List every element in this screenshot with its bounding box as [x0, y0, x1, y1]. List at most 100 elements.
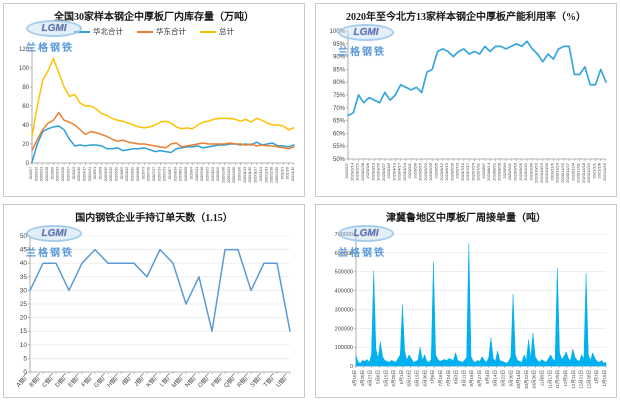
chart-panel-order-days: 国内钢铁企业手持订单天数（1.15） LGMI 兰格钢铁 0 5 10 15 20 25 3…	[3, 204, 305, 398]
x-tick-label: 2020/10/30	[232, 167, 236, 183]
x-tick-label: 11月25日	[555, 370, 561, 389]
x-tick-label: 2021/1/8	[597, 162, 602, 178]
x-tick-label: 1月15日	[602, 370, 608, 387]
x-tick-label: 2020/7/3	[455, 162, 460, 178]
x-tick-label: 2020/7/17	[465, 162, 470, 181]
y-tick-label: 35	[20, 274, 28, 281]
y-tick-label: 200000	[335, 326, 353, 332]
x-tick-label: 2020/10/2	[211, 167, 215, 181]
x-tick-label: 5月15日	[383, 370, 389, 387]
x-tick-label: 7月24日	[446, 370, 452, 387]
y-tick-label: 55%	[333, 144, 346, 150]
gridlines	[356, 233, 606, 348]
y-tick-label: 80%	[333, 80, 346, 86]
x-tick-label: 2020/7/10	[147, 167, 151, 181]
chart-title-capacity-utilization: 2020年至今北方13家样本钢企中厚板产能利用率（%）	[346, 12, 586, 23]
x-tick-label: 2020/6/5	[434, 162, 439, 178]
x-tick-label: 2020/8/7	[168, 167, 172, 180]
y-tick-label: 500000	[335, 270, 353, 276]
x-tick-label: 8月3日	[454, 370, 460, 384]
y-axis-labels: 0 100000 200000 300000 400000 500000 600000 700…	[335, 232, 353, 370]
x-tick-label: 2020/6/12	[125, 167, 129, 181]
x-tick-label: 2021/1/8	[286, 167, 290, 180]
x-tick-label: 2020/3/13	[370, 162, 375, 181]
x-tick-label: 2020/9/11	[195, 167, 199, 181]
y-axis-labels: 0 5 10 15 20 25 30 35 40 45 50	[20, 233, 28, 376]
x-tick-label: 2020/11/20	[248, 167, 252, 183]
chart-title-weekly-orders: 津冀鲁地区中厚板厂周接单量（吨）	[386, 213, 546, 224]
y-tick-label: 30	[20, 287, 28, 294]
x-tick-label: 2020/5/22	[423, 162, 428, 181]
axes	[28, 235, 291, 374]
x-tick-label: 2020/4/3	[72, 167, 76, 180]
x-tick-label: 2020/3/20	[376, 162, 381, 181]
y-tick-label: 300000	[335, 307, 353, 313]
x-tick-label: 9月14日	[493, 370, 499, 387]
y-tick-label: 10	[20, 342, 28, 349]
x-tick-label: 2020/12/25	[275, 167, 279, 183]
y-axis-labels: 50% 55% 60% 65% 70% 75% 80% 85% 90% 95% 100%	[330, 29, 346, 163]
x-tick-label: 2020/8/7	[481, 162, 486, 178]
x-tick-label: 9月4日	[485, 370, 491, 384]
series-line-手持订单天数	[29, 248, 291, 332]
x-tick-label: C钢厂	[40, 372, 57, 389]
x-tick-label: 6月19日	[415, 370, 421, 387]
x-tick-label: 2020/2/21	[40, 167, 44, 181]
x-tick-label: 2020/10/30	[544, 162, 549, 183]
x-tick-label: 2020/5/1	[407, 162, 412, 178]
y-tick-label: 400000	[335, 289, 353, 295]
x-tick-label: 2020/9/4	[502, 162, 507, 178]
series-line-产能利用率	[347, 40, 607, 117]
chart-panel-inventory: 全国30家样本钢企中厚板厂内库存量（万吨） 华北合计 华东合计 总计 LGMI …	[3, 3, 305, 197]
x-tick-label: 2020/2/28	[360, 162, 365, 181]
x-tick-label: 2020/9/18	[512, 162, 517, 181]
x-axis-labels: 4月10日 4月20日 4月27日 5月6日 5月15日 5月25日 6月1日 6月10日 6月…	[352, 370, 608, 389]
x-tick-label: 2020/4/10	[391, 162, 396, 181]
x-tick-label: 2020/11/13	[555, 162, 560, 182]
x-tick-label: 2020/4/17	[397, 162, 402, 181]
x-tick-label: Q钢厂	[222, 372, 239, 389]
series-area-周接单量	[355, 243, 607, 367]
x-tick-label: 2020/3/27	[381, 162, 386, 181]
y-tick-label: 600000	[335, 251, 353, 257]
x-tick-label: 2020/11/6	[549, 162, 554, 180]
x-tick-label: 10月14日	[516, 370, 522, 389]
x-tick-label: 2020/7/10	[460, 162, 465, 181]
y-tick-label: 85%	[333, 67, 346, 73]
y-tick-label: 25	[20, 301, 28, 308]
x-tick-label: 2020/6/12	[439, 162, 444, 181]
axes	[354, 233, 607, 368]
x-tick-label: I钢厂	[120, 372, 135, 387]
x-tick-label: 9月30日	[508, 370, 514, 387]
y-tick-label: 5	[23, 355, 27, 362]
x-tick-label: 2021/1/1	[280, 167, 284, 180]
x-tick-label: 2020/7/31	[476, 162, 481, 181]
x-tick-label: 2020/10/2	[523, 162, 528, 181]
x-tick-label: 2020/12/11	[576, 162, 581, 182]
y-tick-label: 15	[20, 328, 28, 335]
x-tick-label: 4月10日	[352, 370, 358, 387]
x-axis-labels: 2020/2/7 2020/2/14 2020/2/21 2020/2/28 2020/…	[29, 167, 295, 183]
x-tick-label: 2021/1/15	[602, 162, 607, 181]
x-tick-label: 2020/4/3	[386, 162, 391, 178]
y-tick-label: 50	[20, 233, 28, 240]
x-tick-label: 2020/9/25	[518, 162, 523, 181]
x-tick-label: 2020/6/26	[449, 162, 454, 181]
y-tick-label: 60%	[333, 131, 346, 137]
chart-canvas-order-days: 0 5 10 15 20 25 30 35 40 45 50 A钢厂B钢厂C钢厂D钢厂E钢厂F钢厂G钢…	[14, 233, 291, 390]
chart-title-order-days: 国内钢铁企业手持订单天数（1.15）	[75, 213, 233, 224]
x-tick-label: 2020/7/3	[141, 167, 145, 180]
y-tick-label: 20	[22, 142, 29, 148]
x-tick-label: 2020/4/10	[77, 167, 81, 181]
axes	[346, 30, 607, 161]
y-tick-label: 700000	[335, 232, 353, 238]
x-tick-label: 2020/5/29	[428, 162, 433, 181]
x-tick-label: 8月19日	[469, 370, 475, 387]
y-tick-label: 20	[20, 315, 28, 322]
series	[347, 40, 607, 117]
x-tick-label: 2020/6/19	[444, 162, 449, 181]
x-tick-label: 2020/12/25	[586, 162, 591, 183]
y-tick-label: 40	[22, 123, 29, 129]
x-tick-label: 2020/7/24	[470, 162, 475, 181]
